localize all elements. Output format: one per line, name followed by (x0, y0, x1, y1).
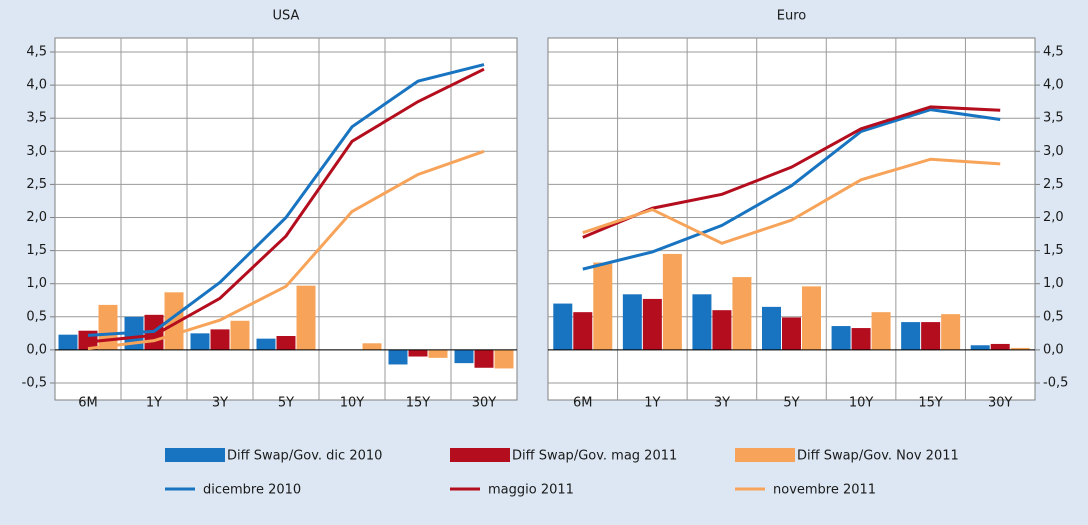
y-tick-label: 3,0 (1043, 144, 1064, 159)
bar (622, 294, 642, 350)
bar (782, 317, 801, 350)
bar (871, 312, 891, 350)
bar (573, 312, 593, 350)
bar (802, 286, 821, 350)
y-tick-label: 2,0 (26, 210, 47, 225)
bar (230, 320, 250, 350)
y-tick-label: 3,5 (26, 111, 47, 126)
x-tick-label: 5Y (783, 396, 799, 411)
y-tick-label: 4,0 (1043, 78, 1064, 93)
x-tick-label: 30Y (988, 396, 1013, 411)
bar (921, 322, 941, 350)
legend-swatch (165, 448, 225, 462)
y-tick-label: 2,0 (1043, 210, 1064, 225)
bar (831, 326, 851, 350)
bar (190, 333, 210, 350)
x-tick-label: 1Y (146, 396, 162, 411)
bar (593, 262, 613, 350)
legend-swatch (450, 448, 510, 462)
legend-label: Diff Swap/Gov. mag 2011 (512, 449, 677, 464)
line (87, 63, 485, 337)
line (87, 67, 485, 344)
y-tick-label: 1,0 (26, 276, 47, 291)
bar (98, 304, 118, 350)
bar (642, 298, 662, 350)
bar (941, 314, 961, 350)
bar (901, 322, 921, 350)
x-tick-label: 6M (78, 396, 98, 411)
bar (494, 349, 514, 369)
bar (474, 349, 494, 368)
y-tick-label: -0,5 (1043, 376, 1068, 391)
y-tick-label: 0,5 (1043, 309, 1064, 324)
bar (970, 345, 990, 350)
y-tick-label: 1,5 (1043, 243, 1064, 258)
bar (712, 310, 732, 350)
bar (388, 349, 408, 365)
bar (1010, 347, 1030, 350)
y-tick-label: 1,5 (26, 243, 47, 258)
y-tick-label: 2,5 (26, 177, 47, 192)
bar (762, 306, 781, 350)
panel-title: USA (273, 9, 300, 24)
x-tick-label: 1Y (644, 396, 660, 411)
bar (210, 329, 230, 350)
bar (662, 253, 682, 350)
bar (732, 277, 752, 350)
y-tick-label: 0,5 (26, 309, 47, 324)
y-tick-label: 3,5 (1043, 111, 1064, 126)
bar (362, 343, 382, 350)
legend-label: Diff Swap/Gov. Nov 2011 (797, 449, 959, 464)
panel-title: Euro (777, 9, 807, 24)
bar (256, 338, 276, 350)
legend-label: maggio 2011 (488, 483, 574, 498)
x-tick-label: 5Y (278, 396, 294, 411)
y-tick-label: 0,0 (26, 342, 47, 357)
line (582, 108, 1001, 271)
bar (692, 294, 712, 350)
bar (428, 349, 448, 358)
y-tick-label: -0,5 (22, 376, 47, 391)
y-tick-label: 2,5 (1043, 177, 1064, 192)
y-tick-label: 0,0 (1043, 342, 1064, 357)
bar (851, 328, 871, 350)
x-tick-label: 10Y (340, 396, 365, 411)
x-tick-label: 10Y (849, 396, 874, 411)
line (87, 149, 485, 351)
bar (296, 285, 316, 350)
x-tick-label: 3Y (714, 396, 730, 411)
x-tick-label: 6M (573, 396, 593, 411)
y-tick-label: 4,5 (26, 45, 47, 60)
x-tick-label: 30Y (472, 396, 497, 411)
legend-label: Diff Swap/Gov. dic 2010 (227, 449, 382, 464)
y-tick-label: 3,0 (26, 144, 47, 159)
bar (990, 343, 1010, 350)
x-tick-label: 3Y (212, 396, 228, 411)
bar (408, 349, 428, 357)
y-tick-label: 1,0 (1043, 276, 1064, 291)
bar (454, 349, 474, 364)
line (582, 157, 1001, 245)
y-tick-label: 4,0 (26, 78, 47, 93)
x-tick-label: 15Y (406, 396, 431, 411)
legend-label: dicembre 2010 (203, 483, 301, 498)
bar (553, 303, 573, 350)
bar (58, 334, 78, 350)
bar (276, 335, 296, 350)
legend-label: novembre 2011 (773, 483, 876, 498)
x-tick-label: 15Y (918, 396, 943, 411)
y-tick-label: 4,5 (1043, 45, 1064, 60)
legend-swatch (735, 448, 795, 462)
